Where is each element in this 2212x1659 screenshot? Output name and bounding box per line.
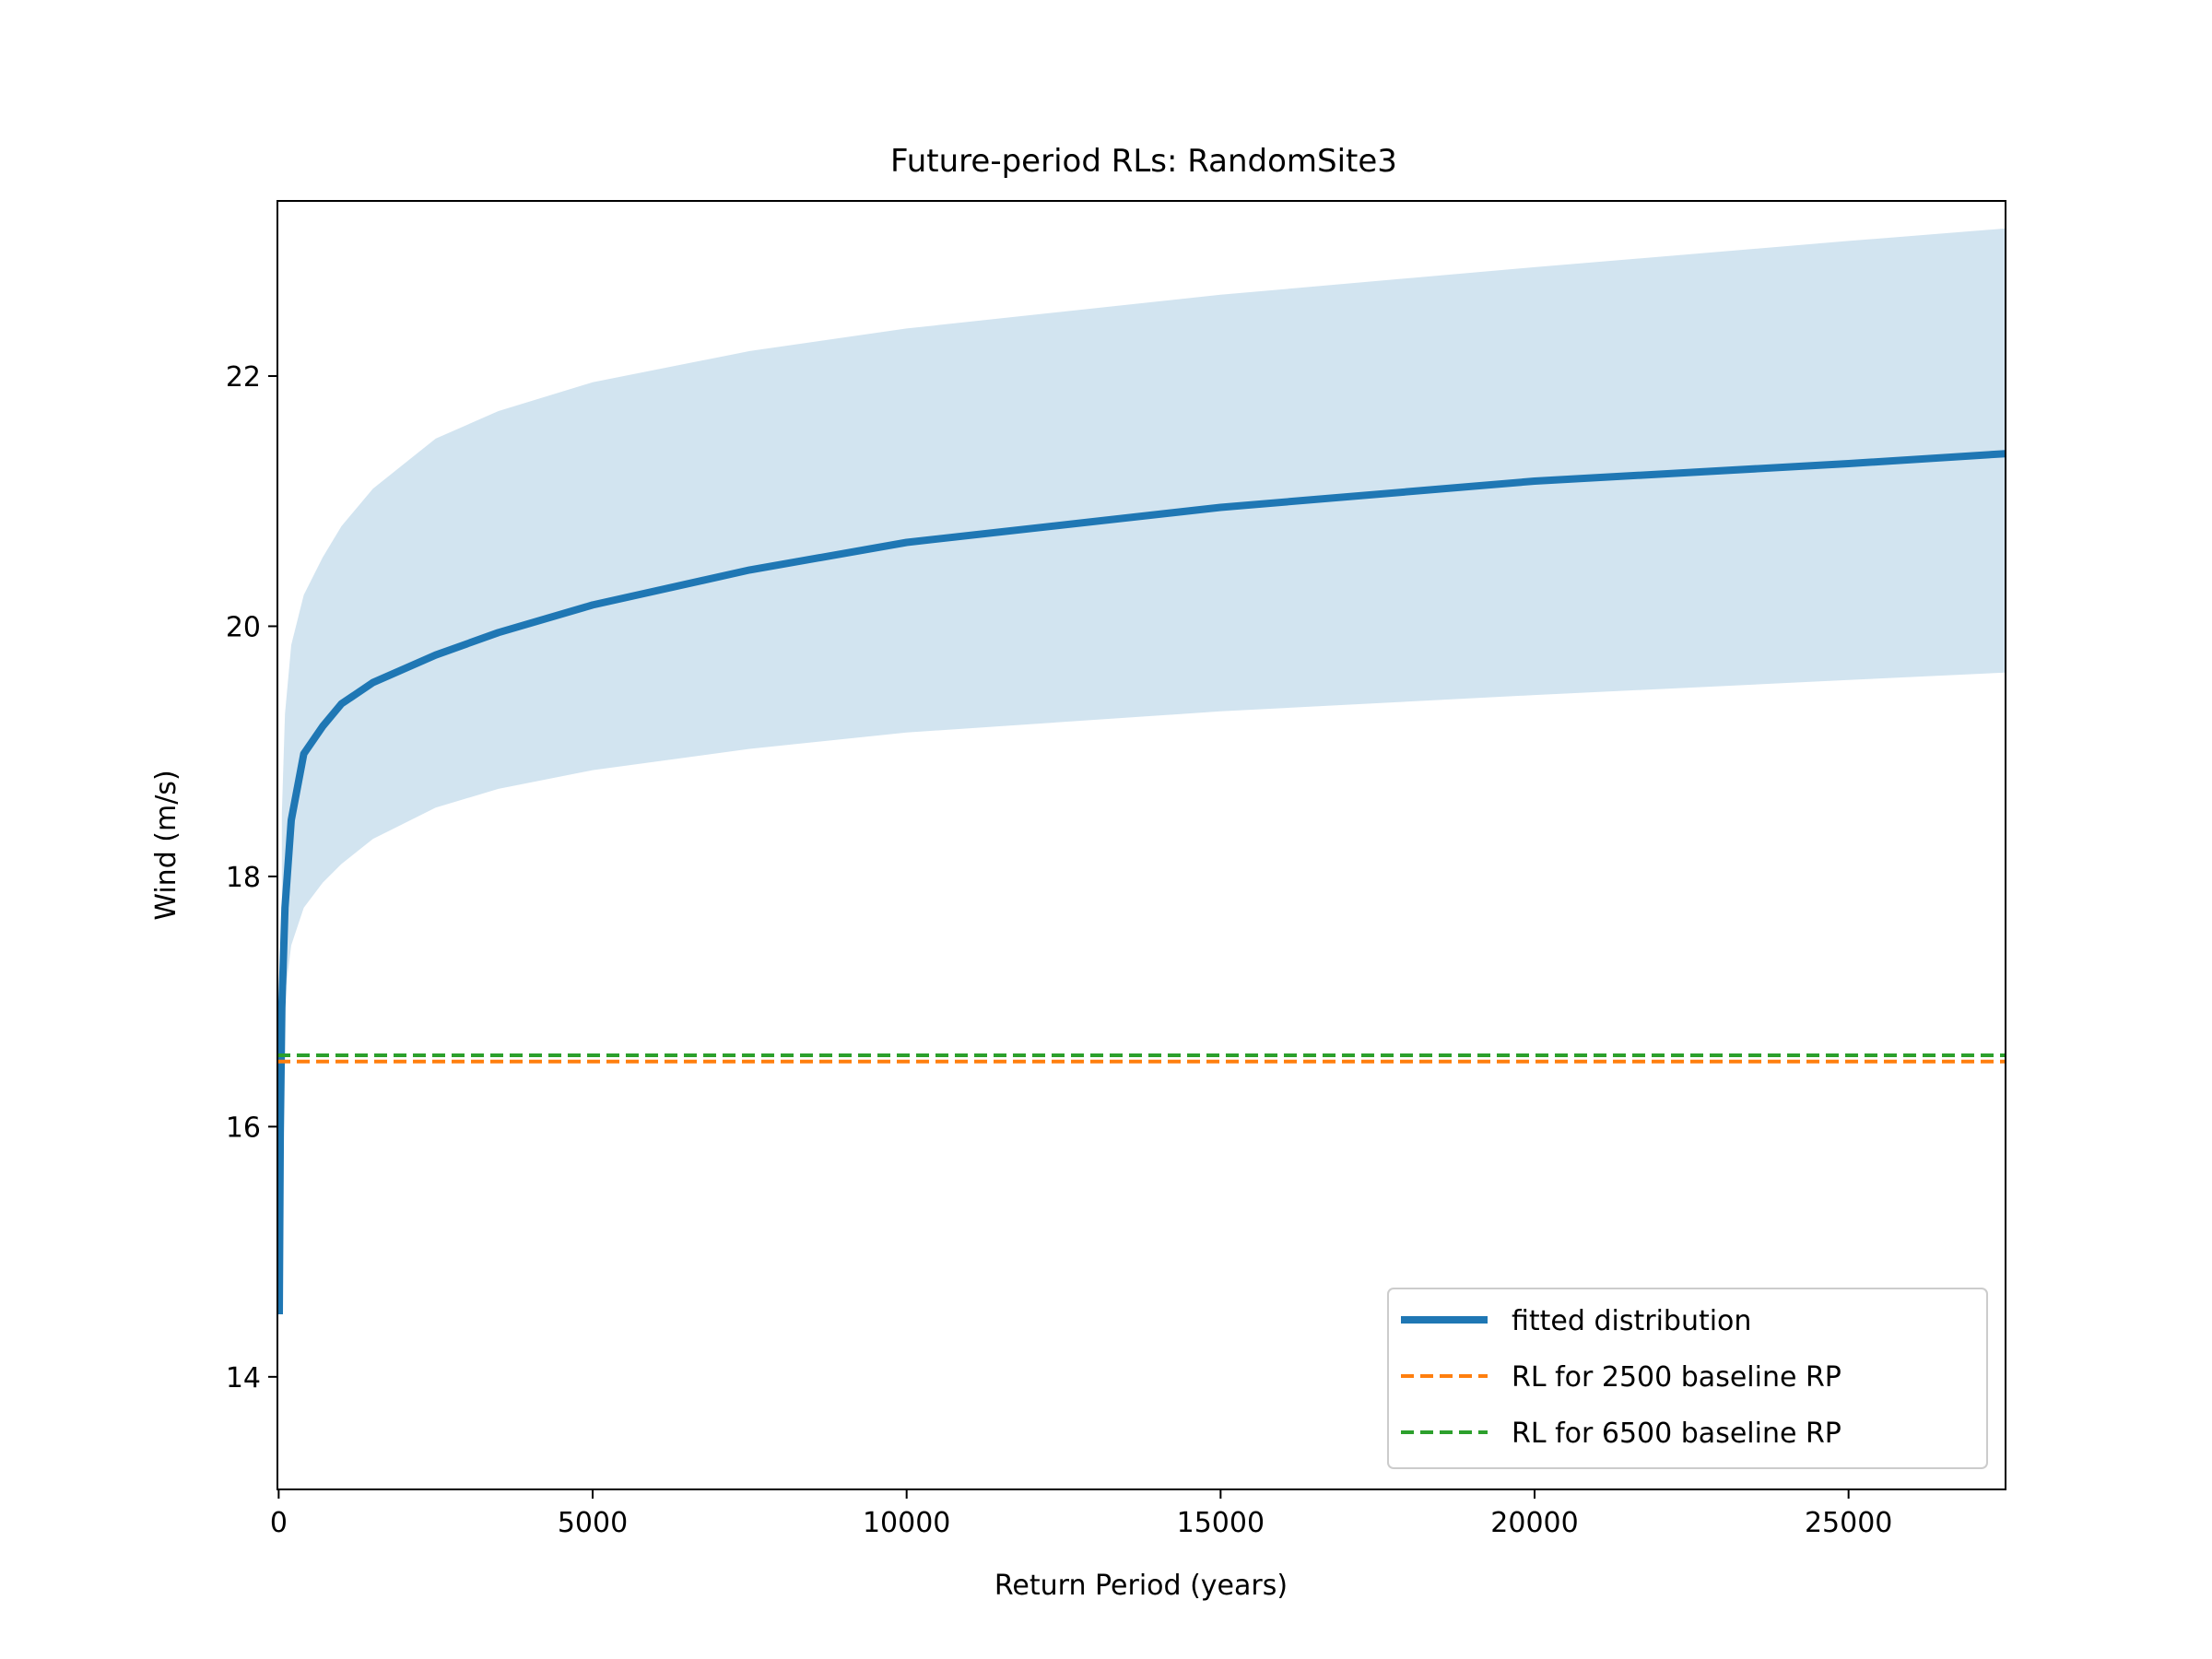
y-tick-label: 16: [226, 1112, 261, 1144]
legend-label-1: fitted distribution: [1512, 1305, 1751, 1337]
x-tick-label: 20000: [1490, 1507, 1578, 1539]
y-tick-label: 22: [226, 361, 261, 394]
legend-label-2: RL for 2500 baseline RP: [1512, 1361, 1841, 1394]
series-layer: [277, 450, 2006, 1315]
x-tick-label: 0: [270, 1507, 288, 1539]
y-tick-label: 20: [226, 611, 261, 643]
x-axis-ticks: 0 5000 10000 15000 20000 25000: [270, 1489, 1892, 1539]
plot-frame: [276, 200, 2006, 1490]
x-tick-label: 5000: [558, 1507, 628, 1539]
legend: fitted distribution RL for 2500 baseline …: [1387, 1288, 1988, 1469]
x-tick-label: 25000: [1805, 1507, 1892, 1539]
x-axis-label: Return Period (years): [994, 1570, 1288, 1602]
legend-frame: [1387, 1288, 1988, 1469]
chart-title: Future-period RLs: RandomSite3: [890, 143, 1397, 180]
x-tick-label: 10000: [863, 1507, 950, 1539]
series-line-1: [277, 450, 2006, 1315]
y-tick-label: 18: [226, 862, 261, 894]
y-axis-label: Wind (m/s): [150, 770, 182, 920]
x-tick-label: 15000: [1177, 1507, 1265, 1539]
confidence-band: [281, 228, 2006, 1052]
confidence-band-layer: [281, 228, 2006, 1052]
legend-entries: fitted distribution RL for 2500 baseline …: [1401, 1305, 1841, 1450]
legend-label-3: RL for 6500 baseline RP: [1512, 1418, 1841, 1450]
y-axis-ticks: 14 16 18 20 22: [226, 361, 277, 1394]
y-tick-label: 14: [226, 1362, 261, 1394]
